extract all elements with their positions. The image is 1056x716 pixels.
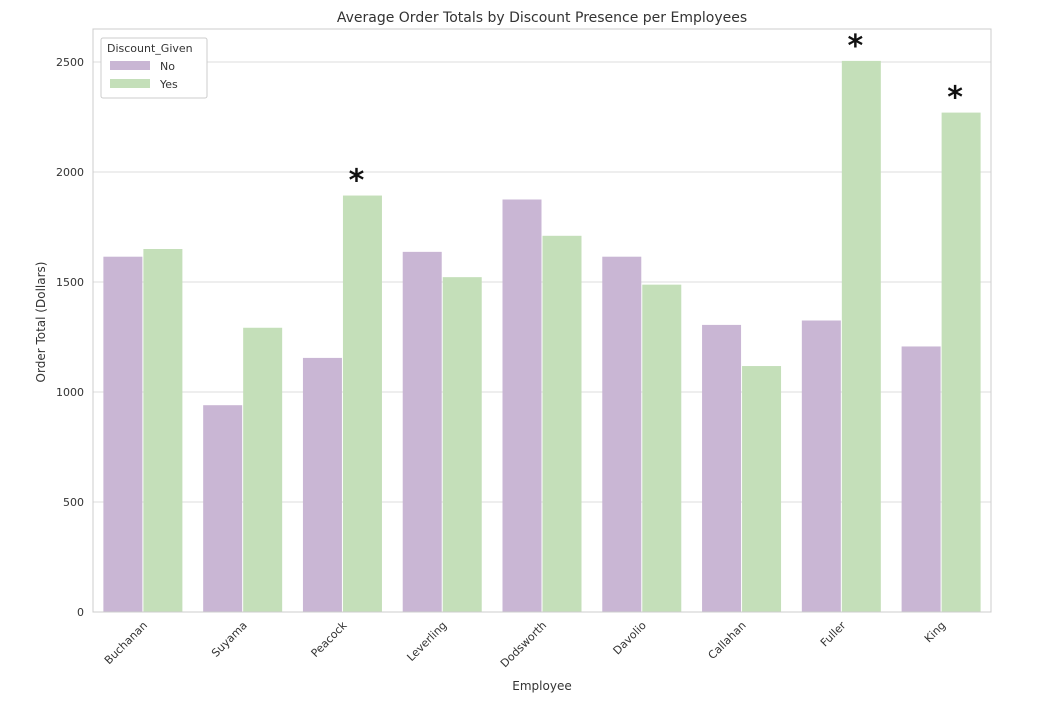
x-tick-label: Peacock xyxy=(309,618,350,659)
x-tick-label: Buchanan xyxy=(102,619,150,667)
x-axis-title: Employee xyxy=(512,679,571,693)
significance-annotations: * * * xyxy=(349,29,964,199)
x-tick-label: Dodsworth xyxy=(498,619,549,670)
bar-no-davolio xyxy=(602,256,642,612)
y-axis-title: Order Total (Dollars) xyxy=(34,262,48,383)
bar-no-king xyxy=(901,346,941,612)
bar-no-callahan xyxy=(702,324,742,612)
x-tick-label: Davolio xyxy=(611,619,650,658)
bars xyxy=(103,60,981,613)
y-tick-label: 1000 xyxy=(56,386,84,399)
y-axis-ticks: 0 500 1000 1500 2000 2500 xyxy=(56,56,84,619)
bar-yes-callahan xyxy=(742,366,782,612)
y-tick-label: 2500 xyxy=(56,56,84,69)
bar-yes-leverling xyxy=(442,277,482,612)
legend-swatch-no xyxy=(110,61,150,70)
legend-label-yes: Yes xyxy=(159,78,178,91)
bar-no-peacock xyxy=(302,357,342,612)
x-tick-label: Callahan xyxy=(706,619,749,662)
legend: Discount_Given No Yes xyxy=(100,37,208,99)
bar-yes-peacock xyxy=(342,195,382,613)
plot-frame xyxy=(92,28,992,613)
bar-yes-davolio xyxy=(642,284,682,612)
significance-marker: * xyxy=(947,81,963,116)
chart-title: Average Order Totals by Discount Presenc… xyxy=(337,10,747,26)
bar-no-suyama xyxy=(203,405,243,612)
y-tick-label: 2000 xyxy=(56,166,84,179)
bar-yes-fuller xyxy=(841,60,881,612)
legend-label-no: No xyxy=(160,60,175,73)
bar-no-fuller xyxy=(801,320,841,612)
legend-title: Discount_Given xyxy=(107,42,193,55)
bar-yes-king xyxy=(941,112,981,612)
bar-no-buchanan xyxy=(103,256,143,612)
x-tick-label: King xyxy=(922,619,948,645)
x-axis-ticks: Buchanan Suyama Peacock Leverling Dodsworth D… xyxy=(102,618,948,670)
bar-yes-buchanan xyxy=(143,249,183,612)
significance-marker: * xyxy=(847,29,863,64)
x-tick-label: Suyama xyxy=(209,619,250,660)
significance-marker: * xyxy=(349,164,365,199)
bar-no-dodsworth xyxy=(502,199,542,612)
bar-yes-dodsworth xyxy=(542,235,582,613)
y-tick-label: 500 xyxy=(63,496,84,509)
bar-yes-suyama xyxy=(243,327,283,612)
y-tick-label: 1500 xyxy=(56,276,84,289)
x-tick-label: Leverling xyxy=(404,619,449,664)
y-tick-label: 0 xyxy=(77,606,84,619)
x-tick-label: Fuller xyxy=(818,619,849,650)
legend-swatch-yes xyxy=(110,79,150,88)
bar-no-leverling xyxy=(402,251,442,613)
